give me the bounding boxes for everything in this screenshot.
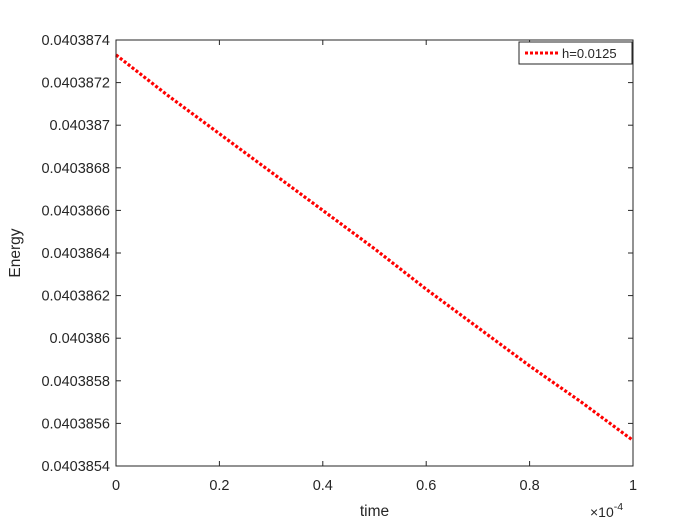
tick-labels: 0 0.2 0.4 0.6 0.8 1 0.0403854 0.0403856 0.040385… bbox=[41, 33, 637, 494]
y-tick-label: 0.040387 bbox=[50, 118, 110, 134]
legend-box bbox=[518, 41, 633, 65]
x-exponent-base: ×10 bbox=[590, 504, 614, 520]
legend-label: h=0.0125 bbox=[562, 46, 617, 61]
y-tick-label: 0.0403872 bbox=[41, 76, 110, 92]
y-axis-label: Energy bbox=[7, 228, 24, 277]
legend: h=0.0125 bbox=[518, 41, 633, 65]
y-tick-label: 0.0403868 bbox=[41, 161, 110, 177]
x-tick-label: 0.8 bbox=[520, 478, 540, 494]
axes-box bbox=[115, 39, 634, 467]
x-tick-label: 0 bbox=[112, 478, 120, 494]
x-tick-label: 1 bbox=[629, 478, 637, 494]
x-exponent-label: ×10-4 bbox=[590, 501, 623, 520]
y-tick-label: 0.0403866 bbox=[41, 203, 110, 219]
y-tick-label: 0.0403862 bbox=[41, 289, 110, 305]
x-exponent-power: -4 bbox=[614, 501, 623, 513]
x-tick-label: 0.4 bbox=[313, 478, 333, 494]
x-tick-label: 0.2 bbox=[209, 478, 229, 494]
y-tick-label: 0.0403864 bbox=[41, 246, 110, 262]
y-tick-label: 0.040386 bbox=[50, 331, 110, 347]
y-tick-label: 0.0403874 bbox=[41, 33, 110, 49]
y-tick-label: 0.0403854 bbox=[41, 459, 110, 475]
y-tick-label: 0.0403858 bbox=[41, 374, 110, 390]
y-tick-label: 0.0403856 bbox=[41, 416, 110, 432]
x-axis-label: time bbox=[360, 503, 389, 520]
plot-area bbox=[116, 40, 633, 466]
x-tick-label: 0.6 bbox=[416, 478, 436, 494]
